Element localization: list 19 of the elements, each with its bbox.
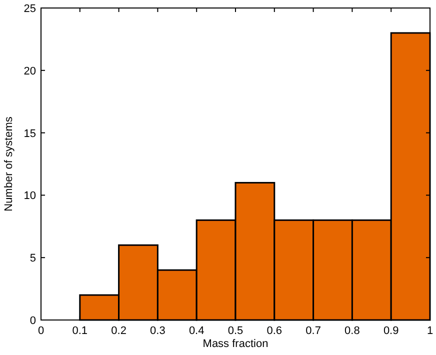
x-tick-label: 0.7 xyxy=(306,325,321,337)
x-tick-label: 0 xyxy=(38,325,44,337)
x-tick-label: 0.8 xyxy=(344,325,360,337)
y-tick-label: 15 xyxy=(24,128,36,140)
y-axis-title: Number of systems xyxy=(3,116,15,212)
x-tick-label: 0.3 xyxy=(150,325,166,337)
x-tick-label: 1 xyxy=(426,325,434,337)
y-tick-label: 10 xyxy=(24,190,36,202)
x-tick-label: 0.4 xyxy=(188,325,204,337)
y-tick-label: 5 xyxy=(30,252,36,265)
x-tick-label: 0.9 xyxy=(383,325,399,337)
x-tick-label: 0.6 xyxy=(266,325,282,337)
x-axis-title: Mass fraction xyxy=(202,338,268,350)
x-tick-label: 0.5 xyxy=(228,325,244,337)
y-tick-label: 25 xyxy=(24,3,36,15)
x-tick-label: 0.1 xyxy=(72,325,88,337)
x-tick-label: 0.2 xyxy=(111,325,126,337)
y-tick-label: 0 xyxy=(30,315,36,327)
y-tick-label: 20 xyxy=(24,65,36,78)
